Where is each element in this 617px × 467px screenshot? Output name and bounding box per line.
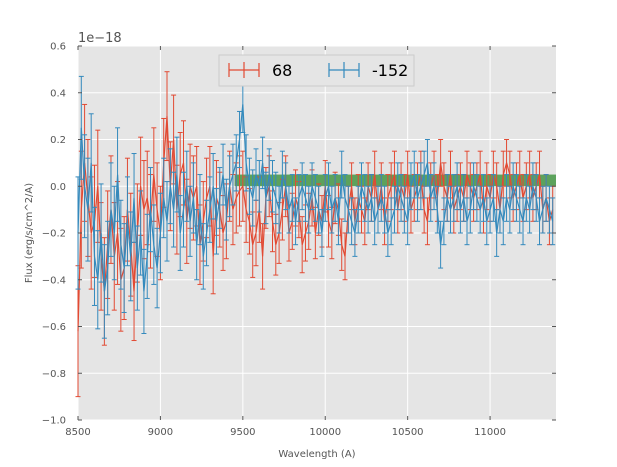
y-tick-label-5: 0.0: [50, 182, 66, 193]
legend-entry-152: -152: [328, 61, 408, 80]
offset-label: 1e−18: [78, 31, 122, 46]
y-tick-label-7: 0.4: [50, 88, 66, 99]
x-tick-label-0: 8500: [65, 427, 90, 438]
x-tick-label-2: 9500: [230, 427, 255, 438]
y-axis-label: Flux (erg/s/cm^2/A): [24, 183, 35, 283]
legend-entry-68: 68: [228, 61, 292, 80]
y-tick-label-1: −0.8: [42, 369, 66, 380]
y-tick-label-3: −0.4: [42, 275, 66, 286]
legend-label-68: 68: [272, 61, 292, 80]
y-tick-label-0: −1.0: [42, 416, 66, 427]
x-tick-label-3: 10000: [309, 427, 341, 438]
axis-ticks: 8500 9000 9500 10000 10500 11000 −1.0 −0.8 −0.6 −…: [42, 42, 556, 438]
legend: 68 -152: [218, 54, 415, 87]
y-tick-label-4: −0.2: [42, 229, 66, 240]
x-axis-label: Wavelength (A): [278, 449, 355, 460]
y-tick-label-2: −0.6: [42, 322, 66, 333]
y-tick-label-6: 0.2: [50, 135, 66, 146]
x-tick-label-4: 10500: [392, 427, 424, 438]
x-tick-label-1: 9000: [148, 427, 173, 438]
series-152: [75, 75, 556, 339]
y-tick-label-8: 0.6: [50, 42, 66, 53]
legend-label-152: -152: [372, 61, 408, 80]
x-tick-label-5: 11000: [474, 427, 506, 438]
